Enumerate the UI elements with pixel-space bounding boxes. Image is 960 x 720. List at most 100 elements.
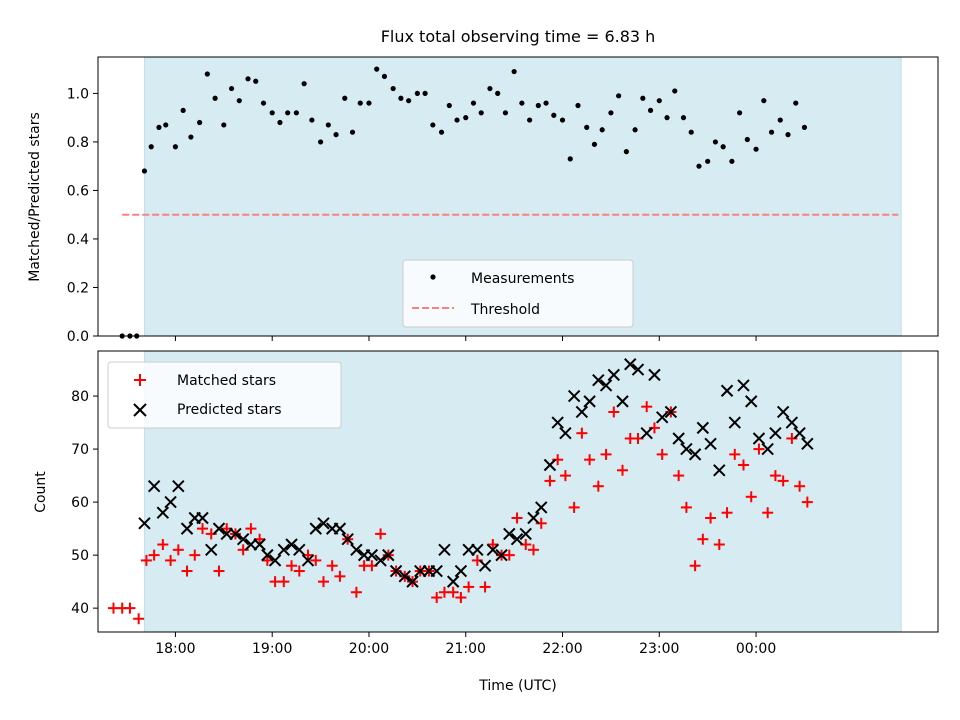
measurement-point bbox=[156, 124, 162, 130]
measurement-point bbox=[390, 85, 396, 92]
predicted-star-point bbox=[374, 554, 387, 567]
predicted-star-point bbox=[503, 527, 516, 541]
matched-star-point bbox=[769, 470, 781, 482]
predicted-star-point bbox=[769, 426, 782, 440]
y-tick-label: 80 bbox=[71, 389, 89, 405]
measurement-point bbox=[768, 129, 775, 135]
measurement-point bbox=[647, 107, 654, 113]
predicted-star-point bbox=[510, 533, 524, 546]
bottom-y-ticks: 40 50 60 70 80 bbox=[71, 389, 98, 617]
x-tick-label: 18:00 bbox=[155, 641, 195, 657]
matched-star-point bbox=[479, 581, 491, 593]
measurement-point bbox=[454, 117, 460, 123]
matched-star-point bbox=[278, 576, 290, 588]
measurement-point bbox=[744, 136, 750, 143]
x-tick-label: 19:00 bbox=[252, 641, 292, 657]
measurement-point bbox=[559, 117, 566, 123]
measurement-point bbox=[333, 132, 339, 138]
matched-star-point bbox=[737, 459, 749, 471]
measurement-point bbox=[163, 122, 169, 128]
predicted-star-point bbox=[293, 543, 306, 557]
measurement-point bbox=[406, 98, 412, 104]
measurement-point bbox=[487, 85, 493, 92]
predicted-star-point bbox=[333, 522, 347, 535]
legend-matched-marker bbox=[134, 374, 146, 386]
matched-star-point bbox=[592, 480, 604, 492]
top-y-axis-label: Matched/Predicted stars bbox=[27, 112, 43, 282]
measurement-point bbox=[696, 163, 702, 169]
predicted-star-point bbox=[365, 548, 379, 562]
measurement-point bbox=[463, 115, 469, 121]
measurement-point bbox=[381, 73, 388, 80]
predicted-star-point bbox=[607, 368, 621, 382]
measurement-point bbox=[632, 127, 638, 133]
measurement-point bbox=[737, 110, 743, 116]
measurement-point bbox=[141, 168, 148, 174]
measurement-point bbox=[236, 98, 242, 104]
y-tick-label: 0.2 bbox=[67, 280, 89, 296]
matched-star-point bbox=[148, 549, 160, 561]
predicted-star-point bbox=[543, 458, 557, 472]
y-tick-label: 1.0 bbox=[67, 86, 89, 102]
y-tick-label: 70 bbox=[71, 442, 89, 458]
predicted-star-point bbox=[172, 479, 185, 493]
y-tick-label: 0.8 bbox=[67, 135, 89, 151]
measurement-point bbox=[527, 117, 533, 123]
predicted-star-point bbox=[147, 479, 161, 493]
predicted-star-point bbox=[309, 522, 322, 535]
y-tick-label: 0.6 bbox=[67, 183, 89, 199]
predicted-star-point bbox=[478, 559, 492, 572]
matched-star-point bbox=[310, 554, 322, 566]
matched-star-point bbox=[600, 448, 612, 460]
measurement-point bbox=[309, 117, 315, 123]
legend-matched-label: Matched stars bbox=[177, 373, 276, 389]
measurement-point bbox=[608, 110, 614, 116]
measurement-point bbox=[567, 156, 573, 162]
predicted-star-point bbox=[583, 395, 596, 408]
matched-star-point bbox=[133, 613, 145, 625]
matched-star-point bbox=[326, 560, 338, 572]
measurement-point bbox=[301, 81, 307, 87]
legend-measurements-label: Measurements bbox=[471, 271, 574, 287]
measurement-point bbox=[575, 102, 581, 109]
predicted-star-point bbox=[616, 395, 629, 408]
predicted-star-point bbox=[317, 517, 330, 530]
predicted-star-point bbox=[745, 395, 758, 408]
y-tick-label: 0.0 bbox=[67, 329, 89, 345]
predicted-star-point bbox=[592, 373, 605, 387]
measurement-point bbox=[285, 110, 291, 116]
y-tick-label: 40 bbox=[71, 601, 89, 617]
matched-star-point bbox=[713, 539, 725, 551]
predicted-star-point bbox=[196, 511, 209, 525]
measurement-point bbox=[253, 78, 259, 84]
predicted-star-point bbox=[551, 416, 564, 429]
predicted-star-point bbox=[672, 432, 685, 445]
measurement-point bbox=[761, 98, 767, 104]
measurement-point bbox=[519, 100, 525, 106]
measurement-point bbox=[495, 90, 501, 96]
predicted-star-point bbox=[205, 543, 218, 557]
measurement-point bbox=[623, 149, 629, 155]
legend-predicted-label: Predicted stars bbox=[177, 402, 282, 418]
predicted-star-point bbox=[438, 543, 451, 557]
measurement-point bbox=[672, 88, 678, 94]
predicted-star-point bbox=[180, 522, 194, 535]
predicted-star-point bbox=[495, 548, 508, 562]
predicted-star-point bbox=[696, 421, 710, 435]
matched-star-point bbox=[689, 560, 701, 572]
top-y-ticks: 0.0 0.2 0.4 0.6 0.8 1.0 bbox=[67, 86, 98, 345]
matched-star-point bbox=[261, 554, 273, 566]
y-tick-label: 50 bbox=[71, 548, 89, 564]
matched-star-point bbox=[140, 554, 152, 566]
predicted-star-point bbox=[486, 543, 500, 557]
predicted-star-point bbox=[640, 426, 653, 440]
predicted-star-point bbox=[776, 405, 790, 419]
predicted-star-point bbox=[599, 379, 613, 392]
matched-star-point bbox=[745, 491, 757, 503]
measurement-point bbox=[269, 110, 275, 116]
measurement-point bbox=[172, 144, 179, 150]
measurement-point bbox=[414, 90, 420, 96]
measurement-point bbox=[325, 122, 331, 128]
predicted-star-point bbox=[567, 389, 581, 403]
matched-star-point bbox=[673, 470, 685, 482]
